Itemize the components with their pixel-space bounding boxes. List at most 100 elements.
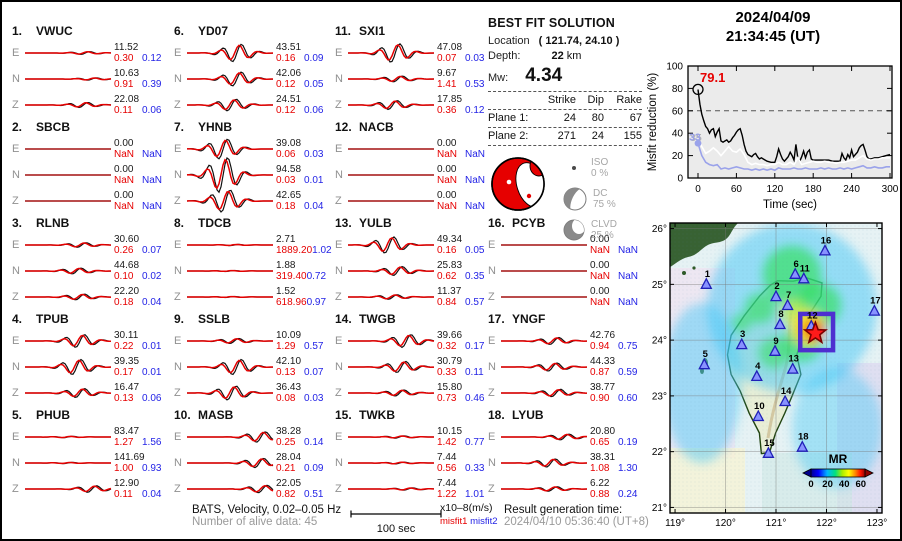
component-label: Z — [174, 195, 181, 207]
result-time-footer: Result generation time: 2024/04/10 05:36… — [504, 504, 649, 528]
trace-values: 39.08 0.06 0.03 — [276, 138, 323, 160]
misfit2-value: 0.19 — [618, 437, 638, 448]
misfit1-value: 1.29 — [276, 341, 296, 352]
component-label: N — [12, 361, 20, 373]
misfit1-value: 0.11 — [114, 489, 133, 500]
trace-values: 0.00 NaN NaN — [114, 164, 162, 186]
misfit2-value: 1.56 — [142, 437, 162, 448]
component-label: E — [335, 431, 343, 443]
peak-amplitude-value: 38.28 — [276, 426, 302, 437]
trace-values: 39.66 0.32 0.17 — [437, 330, 484, 352]
misfit1-value: 0.13 — [114, 393, 134, 404]
misfit1-value: 618.96 — [276, 297, 307, 308]
col-dip: Dip — [587, 94, 604, 106]
component-label: N — [12, 169, 20, 181]
peak-amplitude-value: 38.77 — [590, 382, 616, 393]
component-label: Z — [12, 387, 19, 399]
misfit1-value: 0.12 — [276, 105, 296, 116]
station-title: 8. TDCB — [174, 216, 232, 230]
station-block-twkb: 15. TWKB E 10.15 1.42 0.77 N 7.44 0.56 0.33 Z 7.44 1… — [335, 408, 484, 502]
waveform-trace — [187, 71, 274, 87]
map-station-marker-3 — [735, 337, 748, 350]
component-label: Z — [488, 387, 495, 399]
table-row-plane1: Plane 1: 24 80 67 — [488, 110, 642, 128]
peak-amplitude-value: 42.10 — [276, 356, 302, 367]
waveform-trace — [25, 435, 111, 439]
misfit2-value: 0.01 — [304, 175, 324, 186]
misfit2-value: NaN — [618, 271, 639, 282]
svg-text:20: 20 — [822, 479, 833, 490]
trace-values: 7.44 1.22 1.01 — [437, 478, 484, 500]
waveform-trace — [348, 42, 435, 63]
map-station-number: 7 — [786, 290, 791, 301]
iso-icon — [572, 165, 576, 170]
station-block-tdcb: 8. TDCB E 2.71 1889.201.02 N 1.88 319.400.72 Z 1.… — [174, 216, 332, 310]
component-label: N — [335, 457, 343, 469]
misfit1-value: 0.36 — [437, 105, 457, 116]
svg-text:300: 300 — [882, 184, 899, 195]
trace-row-n: N 0.00 NaN NaN — [488, 258, 638, 284]
trace-row-z: Z 12.90 0.11 0.04 — [12, 476, 170, 502]
trace-row-z: Z 0.00 NaN NaN — [335, 188, 485, 214]
waveform-trace — [501, 486, 588, 492]
annotation-blue: 33 — [689, 131, 701, 143]
waveform-trace — [187, 385, 273, 401]
peak-amplitude-value: 47.08 — [437, 42, 463, 53]
waveform-trace — [348, 294, 434, 300]
waveform-trace — [187, 243, 273, 247]
waveform-trace — [25, 77, 112, 81]
station-title: 14. TWGB — [335, 312, 396, 326]
misfit2-value: 0.97 — [306, 297, 327, 308]
misfit2-value: NaN — [618, 245, 639, 256]
svg-text:0: 0 — [695, 184, 701, 195]
waveform-trace — [501, 433, 588, 441]
station-block-yngf: 17. YNGF E 42.76 0.94 0.75 N 44.33 0.87 0.59 Z 38.7… — [488, 312, 638, 406]
svg-text:60: 60 — [731, 184, 743, 195]
bandpass-footer: BATS, Velocity, 0.02–0.05 Hz Number of a… — [192, 504, 341, 528]
peak-amplitude-value: 10.09 — [276, 330, 302, 341]
peak-amplitude-value: 16.47 — [114, 382, 140, 393]
table-row-plane2: Plane 2: 271 24 155 — [488, 128, 642, 146]
misfit2-value: 0.01 — [142, 367, 162, 378]
depth-row: Depth: 22 km — [488, 50, 642, 62]
result-time-value: 2024/04/10 05:36:40 (UT+8) — [504, 516, 649, 528]
map-station-number: 3 — [740, 329, 745, 340]
waveform-trace — [186, 157, 273, 194]
component-label: E — [488, 431, 496, 443]
misfit2-value: 0.59 — [618, 367, 638, 378]
trace-values: 0.00 NaN NaN — [437, 138, 485, 160]
misfit2-value: NaN — [465, 201, 486, 212]
trace-values: 42.06 0.12 0.05 — [276, 68, 323, 90]
beachball-icon — [491, 157, 545, 211]
component-label: N — [335, 73, 343, 85]
misfit1-value: 0.33 — [437, 367, 457, 378]
trace-row-z: Z 6.22 0.88 0.24 — [488, 476, 638, 502]
component-label: E — [174, 143, 182, 155]
misfit2-value: 0.03 — [304, 393, 324, 404]
trace-row-e: E 43.51 0.16 0.09 — [174, 40, 326, 66]
map-station-number: 14 — [781, 386, 792, 397]
misfit2-value: NaN — [142, 201, 163, 212]
map-station-number: 12 — [807, 311, 818, 322]
misfit2-value: 0.33 — [465, 463, 485, 474]
trace-values: 43.51 0.16 0.09 — [276, 42, 323, 64]
trace-row-n: N 0.00 NaN NaN — [12, 162, 170, 188]
trace-values: 10.15 1.42 0.77 — [437, 426, 484, 448]
waveform-trace — [25, 388, 112, 398]
station-title: 7. YHNB — [174, 120, 233, 134]
waveform-trace — [501, 388, 588, 398]
misfit1-value: 0.11 — [114, 105, 133, 116]
misfit2-value: NaN — [142, 175, 163, 186]
trace-values: 16.47 0.13 0.06 — [114, 382, 161, 404]
waveform-trace — [186, 138, 273, 160]
scalebar-line — [350, 510, 442, 518]
misfit2-value: 0.75 — [618, 341, 638, 352]
map-station-marker-13 — [786, 362, 799, 374]
trace-row-e: E 0.00 NaN NaN — [335, 136, 485, 162]
svg-text:40: 40 — [672, 129, 684, 140]
trace-values: 0.00 NaN NaN — [590, 286, 638, 308]
misfit1-value: 1889.20 — [276, 245, 313, 256]
component-label: N — [174, 457, 182, 469]
station-block-masb: 10. MASB E 38.28 0.25 0.14 N 28.04 0.21 0.09 Z 22.0… — [174, 408, 326, 502]
map-lon-label: 122° — [816, 518, 837, 529]
